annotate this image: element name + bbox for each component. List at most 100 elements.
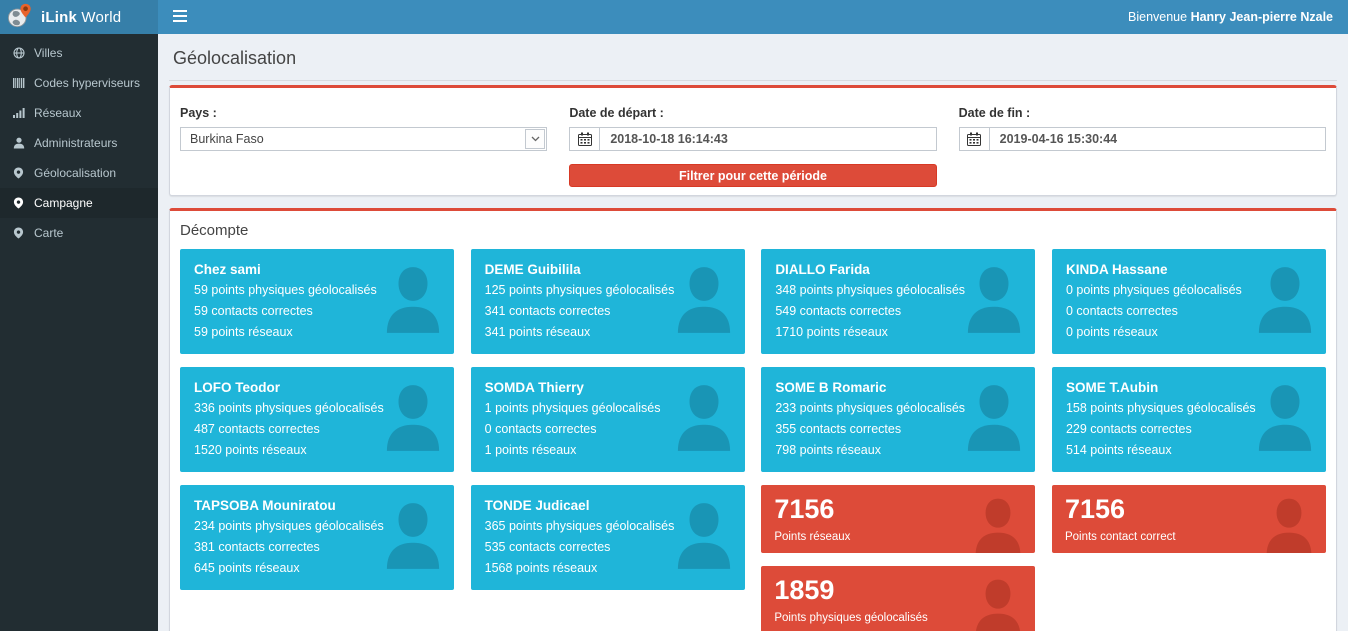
agent-stat: 798 points réseaux [775, 443, 881, 457]
person-icon [384, 265, 442, 333]
agent-stat: 341 contacts correctes [484, 304, 611, 318]
date-end-group [958, 127, 1326, 151]
top-navbar: Bienvenue Hanry Jean-pierre Nzale [158, 0, 1348, 34]
map-marker-icon [12, 167, 25, 180]
total-label: Points contact correct [1064, 531, 1176, 543]
agent-stat: 514 points réseaux [1065, 443, 1172, 457]
agent-name: SOME T.Aubin [1065, 380, 1159, 395]
agent-name: DEME Guibilila [484, 262, 581, 277]
user-name: Hanry Jean-pierre Nzale [1190, 10, 1333, 24]
agent-stat: 549 contacts correctes [775, 304, 902, 318]
sidebar-item-reseaux[interactable]: Réseaux [0, 98, 158, 128]
calendar-icon[interactable] [960, 128, 990, 150]
sidebar-item-geolocalisation[interactable]: Géolocalisation [0, 158, 158, 188]
country-select[interactable]: Burkina Faso [180, 127, 548, 151]
agent-card: KINDA Hassane 0 points physiques géoloca… [1051, 249, 1326, 354]
sidebar: iLink World Villes Codes hyperviseurs [0, 0, 158, 631]
date-start-group [569, 127, 937, 151]
total-value: 7156 [774, 494, 835, 524]
signal-icon [12, 107, 25, 120]
hamburger-icon [173, 9, 187, 25]
agent-stat: 645 points réseaux [194, 561, 300, 575]
total-card-points-contact: 7156 Points contact correct [1051, 485, 1326, 553]
sidebar-item-label: Administrateurs [34, 136, 118, 150]
content-area: Géolocalisation Pays : Burkina Faso [158, 34, 1348, 631]
agent-stat: 487 contacts correctes [194, 422, 320, 436]
date-start-label: Date de départ : [569, 106, 664, 120]
agent-stat: 381 contacts correctes [194, 540, 320, 554]
agent-stat: 365 points physiques géolocalisés [484, 519, 675, 533]
sidebar-item-label: Réseaux [34, 106, 82, 120]
agent-stat: 1 points physiques géolocalisés [484, 401, 661, 415]
sidebar-item-codes-hyperviseurs[interactable]: Codes hyperviseurs [0, 68, 158, 98]
date-end-input[interactable] [989, 128, 1325, 150]
total-card-points-physiques: 1859 Points physiques géolocalisés [761, 566, 1036, 631]
agent-stat: 348 points physiques géolocalisés [775, 283, 966, 297]
sidebar-item-administrateurs[interactable]: Administrateurs [0, 128, 158, 158]
sidebar-item-carte[interactable]: Carte [0, 218, 158, 248]
globe-pin-logo-icon [7, 3, 33, 32]
agent-stat: 355 contacts correctes [775, 422, 902, 436]
person-icon [675, 265, 733, 333]
date-end-label: Date de fin : [958, 106, 1031, 120]
agent-card: TAPSOBA Mouniratou 234 points physiques … [180, 485, 454, 590]
barcode-icon [12, 77, 25, 90]
sidebar-item-label: Carte [34, 226, 64, 240]
agent-card: TONDE Judicael 365 points physiques géol… [470, 485, 745, 590]
filter-period-button[interactable]: Filtrer pour cette période [569, 164, 937, 187]
globe-icon [12, 47, 25, 60]
agent-card: SOME T.Aubin 158 points physiques géoloc… [1051, 367, 1326, 472]
total-label: Points réseaux [774, 531, 851, 543]
sidebar-item-label: Géolocalisation [34, 166, 117, 180]
brand-title: iLink World [41, 8, 122, 26]
sidebar-menu: Villes Codes hyperviseurs Réseaux [0, 34, 158, 248]
person-icon [965, 383, 1023, 451]
person-icon [973, 497, 1023, 553]
map-marker-icon [12, 227, 25, 240]
sidebar-toggle-button[interactable] [173, 0, 203, 34]
agent-stat: 59 points réseaux [194, 325, 293, 339]
person-icon [1256, 383, 1314, 451]
agent-name: TAPSOBA Mouniratou [194, 498, 336, 513]
country-label: Pays : [180, 106, 217, 120]
agent-stat: 234 points physiques géolocalisés [194, 519, 384, 533]
person-icon [675, 383, 733, 451]
date-start-input[interactable] [600, 128, 936, 150]
sidebar-item-campagne[interactable]: Campagne [0, 188, 158, 218]
agent-stat: 0 contacts correctes [1065, 304, 1178, 318]
agent-stat: 233 points physiques géolocalisés [775, 401, 966, 415]
agent-stat: 0 points réseaux [1065, 325, 1158, 339]
agent-stat: 336 points physiques géolocalisés [194, 401, 384, 415]
total-card-points-reseaux: 7156 Points réseaux [761, 485, 1036, 553]
agent-stat: 229 contacts correctes [1065, 422, 1192, 436]
agent-name: KINDA Hassane [1065, 262, 1168, 277]
agent-stat: 0 points physiques géolocalisés [1065, 283, 1242, 297]
person-icon [384, 501, 442, 569]
agent-name: LOFO Teodor [194, 380, 280, 395]
agent-card: Chez sami 59 points physiques géolocalis… [180, 249, 454, 354]
agent-stat: 341 points réseaux [484, 325, 591, 339]
agent-stat: 1568 points réseaux [484, 561, 598, 575]
agent-card: SOMDA Thierry 1 points physiques géoloca… [470, 367, 745, 472]
welcome-message: Bienvenue Hanry Jean-pierre Nzale [1128, 10, 1333, 24]
sidebar-item-villes[interactable]: Villes [0, 38, 158, 68]
chevron-down-icon [525, 129, 546, 149]
agent-stat: 0 contacts correctes [484, 422, 597, 436]
agent-card: SOME B Romaric 233 points physiques géol… [761, 367, 1036, 472]
total-label: Points physiques géolocalisés [774, 612, 928, 624]
agent-stat: 1 points réseaux [484, 443, 577, 457]
agent-name: Chez sami [194, 262, 261, 277]
agent-stat: 59 points physiques géolocalisés [194, 283, 377, 297]
agent-name: DIALLO Farida [775, 262, 870, 277]
person-icon [1264, 497, 1314, 553]
person-icon [973, 578, 1023, 631]
agent-card: DIALLO Farida 348 points physiques géolo… [761, 249, 1036, 354]
calendar-icon[interactable] [570, 128, 601, 150]
agent-name: TONDE Judicael [484, 498, 590, 513]
agent-name: SOME B Romaric [775, 380, 887, 395]
agent-stat: 1520 points réseaux [194, 443, 307, 457]
agent-stat: 158 points physiques géolocalisés [1065, 401, 1256, 415]
filter-panel: Pays : Burkina Faso Date de départ : [169, 85, 1337, 196]
person-icon [1256, 265, 1314, 333]
brand-logo[interactable]: iLink World [0, 0, 158, 34]
